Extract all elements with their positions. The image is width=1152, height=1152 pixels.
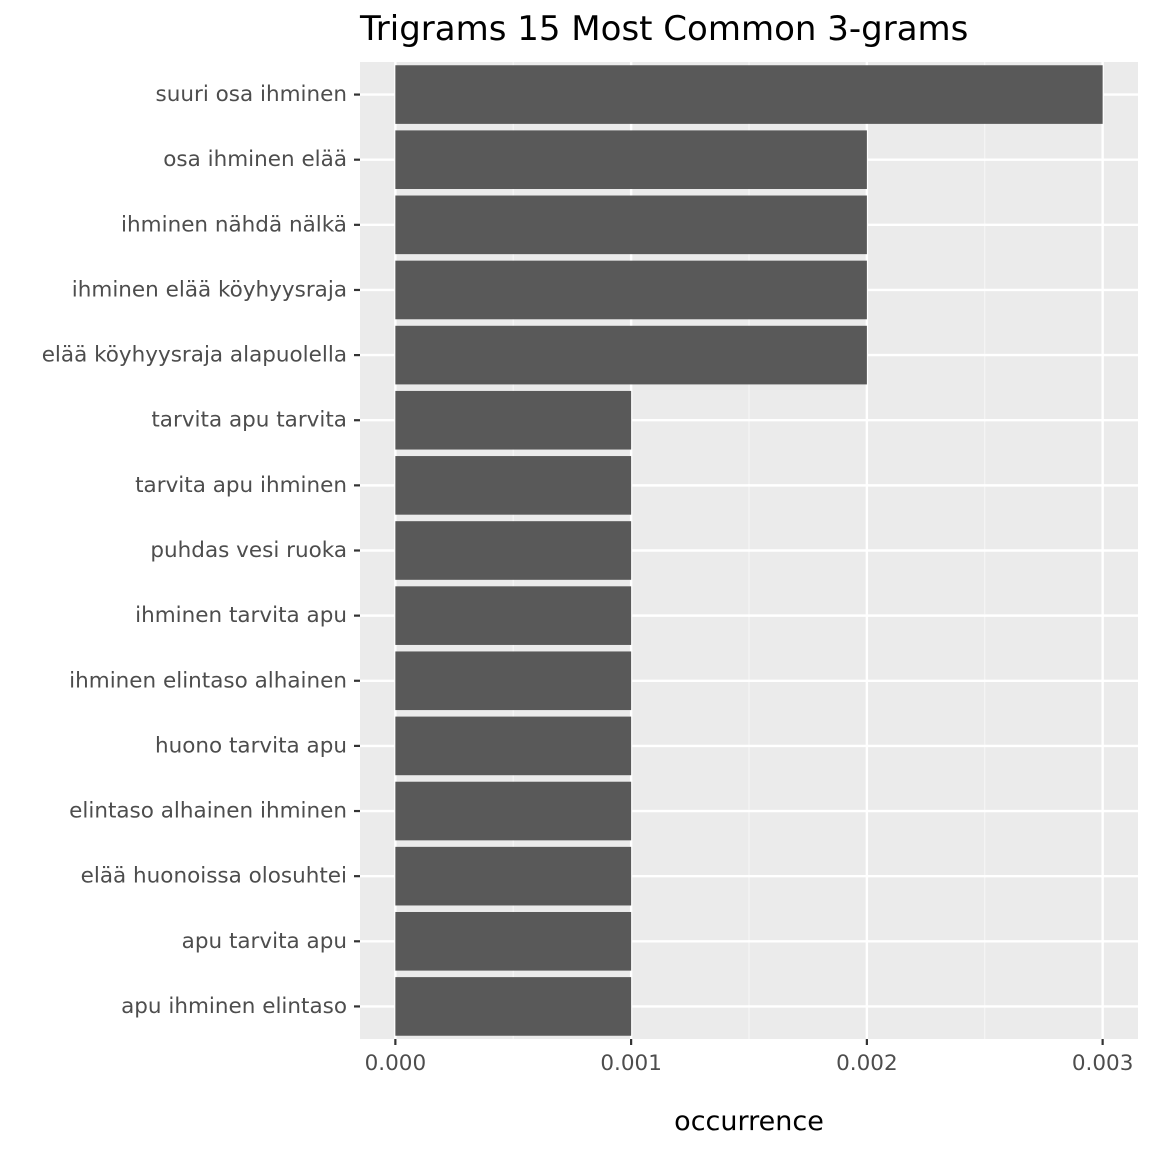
bar bbox=[395, 781, 632, 841]
bar bbox=[395, 521, 632, 580]
y-tick-label: apu ihminen elintaso bbox=[121, 994, 347, 1019]
y-tick-label: elää huonoissa olosuhtei bbox=[81, 864, 347, 889]
x-tick-label: 0.003 bbox=[1072, 1051, 1134, 1076]
y-tick-label: suuri osa ihminen bbox=[156, 82, 347, 107]
chart-title: Trigrams 15 Most Common 3-grams bbox=[359, 9, 968, 49]
y-tick-label: ihminen elää köyhyysraja bbox=[72, 277, 347, 302]
bar bbox=[395, 65, 1103, 124]
bar bbox=[395, 651, 632, 711]
y-tick-label: tarvita apu ihminen bbox=[135, 473, 347, 498]
bar bbox=[395, 260, 867, 320]
x-axis-title: occurrence bbox=[674, 1106, 824, 1137]
y-tick-label: elää köyhyysraja alapuolella bbox=[42, 343, 347, 368]
bar bbox=[395, 911, 632, 971]
bars bbox=[395, 65, 1103, 1036]
bar bbox=[395, 586, 632, 645]
y-tick-label: puhdas vesi ruoka bbox=[150, 538, 347, 563]
bar bbox=[395, 325, 867, 385]
y-tick-label: elintaso alhainen ihminen bbox=[69, 799, 347, 824]
y-axis: suuri osa ihminen osa ihminen elää ihminen… bbox=[42, 82, 360, 1019]
x-tick-label: 0.000 bbox=[365, 1051, 427, 1076]
y-tick-label: huono tarvita apu bbox=[155, 733, 347, 758]
x-axis: 0.000 0.001 0.002 0.003 bbox=[365, 1039, 1134, 1076]
bar bbox=[395, 846, 632, 906]
bar bbox=[395, 195, 867, 255]
y-tick-label: ihminen elintaso alhainen bbox=[69, 668, 347, 693]
y-tick-label: ihminen nähdä nälkä bbox=[121, 212, 347, 237]
bar bbox=[395, 130, 867, 190]
bar bbox=[395, 716, 632, 776]
x-tick-label: 0.002 bbox=[836, 1051, 898, 1076]
y-tick-label: tarvita apu tarvita bbox=[151, 408, 347, 433]
bar bbox=[395, 390, 632, 450]
x-tick-label: 0.001 bbox=[600, 1051, 662, 1076]
bar bbox=[395, 456, 632, 515]
y-tick-label: apu tarvita apu bbox=[182, 929, 347, 954]
y-tick-label: ihminen tarvita apu bbox=[135, 603, 347, 628]
y-tick-label: osa ihminen elää bbox=[163, 147, 347, 172]
bar bbox=[395, 977, 632, 1036]
